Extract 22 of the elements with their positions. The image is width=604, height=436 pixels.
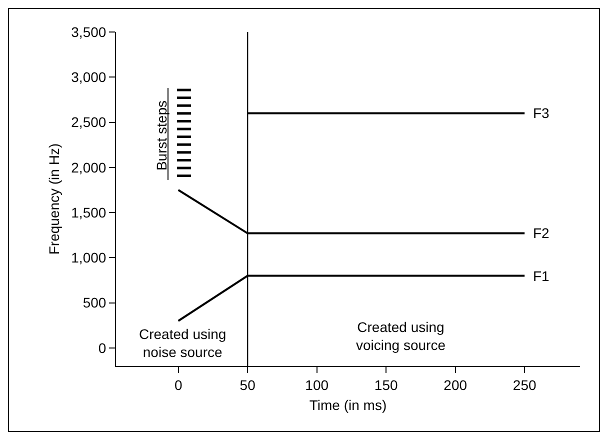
- y-tick-label: 1,500: [71, 204, 106, 220]
- x-tick-label: 0: [174, 376, 182, 393]
- y-axis-title: Frequency (in Hz): [46, 143, 62, 255]
- y-tick-label: 0: [98, 340, 106, 356]
- y-tick-label: 1,000: [71, 250, 106, 266]
- x-tick-label: 50: [240, 376, 256, 393]
- y-tick-label: 2,500: [71, 114, 106, 130]
- annotation: Created using noise source: [139, 326, 226, 360]
- x-axis-title: Time (in ms): [309, 397, 387, 414]
- x-tick-label: 100: [305, 376, 329, 393]
- y-tick-label: 3,500: [71, 24, 106, 40]
- y-tick-label: 500: [82, 294, 106, 311]
- series-label: F3: [533, 105, 550, 121]
- x-tick-label: 150: [374, 376, 398, 393]
- annotation: Created using voicing source: [356, 319, 446, 354]
- x-tick-label: 250: [512, 376, 536, 393]
- annotation: Burst steps: [153, 100, 170, 171]
- series-label: F1: [533, 268, 550, 284]
- y-tick-label: 3,000: [71, 69, 106, 86]
- x-tick-label: 200: [444, 376, 468, 393]
- y-tick-label: 2,000: [71, 159, 106, 176]
- series-label: F2: [533, 225, 550, 241]
